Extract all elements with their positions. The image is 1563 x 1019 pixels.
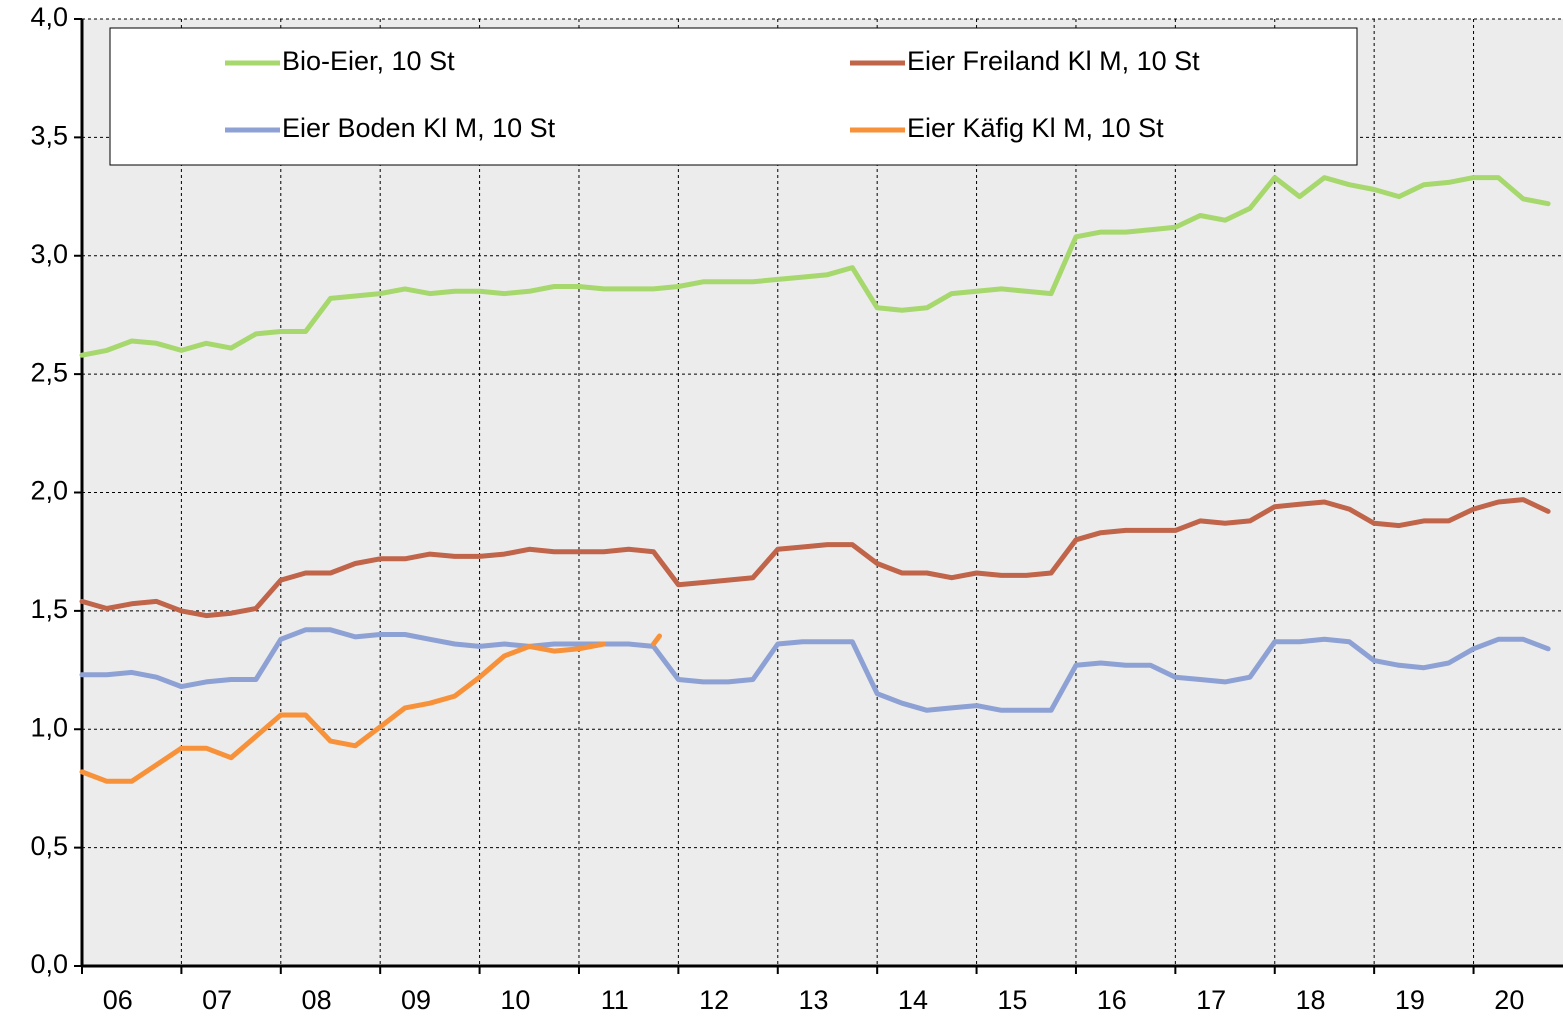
- x-tick-label: 14: [898, 985, 928, 1015]
- series-line: [79, 175, 1551, 358]
- y-tick-label: 1,0: [30, 712, 68, 742]
- x-tick-label: 07: [202, 985, 232, 1015]
- x-tick-label: 15: [997, 985, 1027, 1015]
- x-tick-label: 12: [699, 985, 729, 1015]
- x-tick-label: 16: [1097, 985, 1127, 1015]
- series-line: [79, 633, 662, 784]
- legend-box: [109, 27, 1358, 166]
- legend-label: Eier Freiland Kl M, 10 St: [907, 46, 1200, 76]
- x-tick-label: 13: [799, 985, 829, 1015]
- x-tick-label: 20: [1494, 985, 1524, 1015]
- legend-label: Bio-Eier, 10 St: [282, 46, 455, 76]
- x-tick-label: 19: [1395, 985, 1425, 1015]
- y-tick-label: 3,5: [30, 121, 68, 151]
- legend-label: Eier Käfig Kl M, 10 St: [907, 113, 1164, 143]
- x-tick-label: 06: [103, 985, 133, 1015]
- x-tick-label: 10: [500, 985, 530, 1015]
- legend-label: Eier Boden Kl M, 10 St: [282, 113, 556, 143]
- y-tick-label: 2,0: [30, 476, 68, 506]
- y-tick-label: 4,0: [30, 2, 68, 32]
- y-tick-label: 0,5: [30, 831, 68, 861]
- x-tick-label: 09: [401, 985, 431, 1015]
- y-tick-label: 0,0: [30, 949, 68, 979]
- series-line: [79, 627, 1551, 713]
- series-line: [79, 497, 1551, 619]
- x-tick-label: 08: [302, 985, 332, 1015]
- y-tick-label: 2,5: [30, 357, 68, 387]
- x-tick-label: 17: [1196, 985, 1226, 1015]
- y-tick-label: 3,0: [30, 239, 68, 269]
- x-tick-label: 11: [601, 985, 629, 1015]
- x-tick-label: 18: [1296, 985, 1326, 1015]
- y-tick-label: 1,5: [30, 594, 68, 624]
